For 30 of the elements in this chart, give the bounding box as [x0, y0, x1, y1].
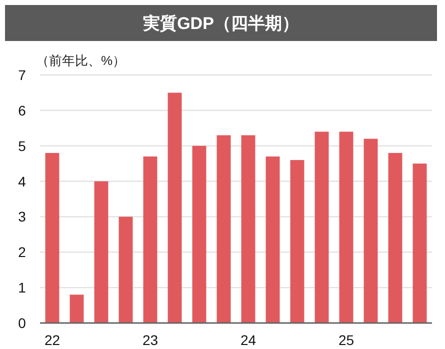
bar	[45, 152, 60, 323]
bar	[168, 92, 182, 323]
bar	[192, 146, 206, 323]
y-tick-label: 7	[18, 67, 26, 83]
bar	[118, 216, 133, 323]
y-tick-label: 1	[18, 280, 26, 296]
bar	[314, 132, 329, 323]
bar	[388, 152, 402, 323]
y-tick-label: 5	[18, 138, 26, 154]
bar	[364, 138, 378, 323]
x-tick-label: 24	[240, 332, 256, 348]
y-tick-label: 3	[18, 208, 26, 225]
bar	[70, 294, 84, 323]
x-tick-label: 25	[338, 332, 354, 348]
bar	[241, 135, 256, 323]
bar	[216, 135, 231, 323]
chart-title: 実質GDP（四半期）	[142, 14, 299, 33]
y-tick-label: 2	[18, 244, 26, 260]
x-tick-label: 23	[142, 332, 158, 348]
y-tick-label: 6	[18, 102, 26, 118]
y-tick-label: 4	[18, 173, 26, 190]
x-tick-label: 22	[44, 332, 60, 348]
y-tick-label: 0	[18, 315, 26, 331]
y-axis-title: （前年比、%）	[36, 53, 126, 68]
bar	[94, 181, 108, 323]
bar	[290, 160, 304, 323]
bar	[339, 132, 354, 323]
bar	[143, 156, 158, 323]
bar	[412, 164, 427, 323]
bar	[266, 156, 280, 323]
